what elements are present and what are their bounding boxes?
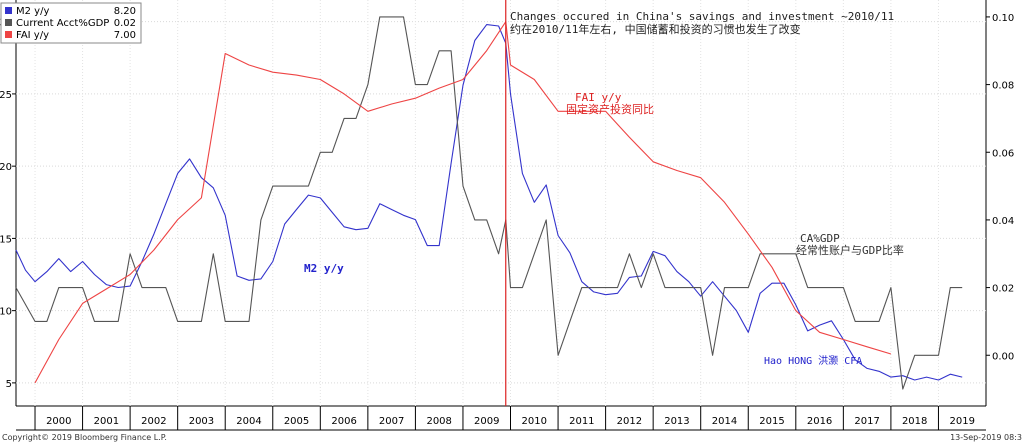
fai-label-chinese: 固定资产投资同比	[566, 102, 654, 116]
left-tick-label: 20	[0, 162, 12, 173]
x-tick-label: 2018	[902, 416, 927, 427]
x-tick-label: 2002	[141, 416, 166, 427]
author-label: Hao HONG 洪灏 CFA	[764, 355, 862, 367]
left-axis-ticks: 51015202530	[0, 18, 16, 390]
x-axis-ticks: 2000 2001 2002 2003 2004 2005 2006 2007 2008 2009…	[34, 406, 975, 430]
fai-label-english: FAI y/y	[575, 91, 622, 104]
legend-label-current-acct: Current Acct%GDP	[16, 18, 109, 29]
legend-value-fai: 7.00	[114, 30, 136, 41]
legend-box	[0, 2, 142, 44]
x-tick-label: 2010	[522, 416, 547, 427]
legend-value-current-acct: 0.02	[114, 18, 136, 29]
legend-value-m2: 8.20	[114, 6, 136, 17]
x-tick-label: 2014	[712, 416, 737, 427]
series-line-m2-y-y	[15, 24, 963, 381]
x-tick-label: 2012	[617, 416, 642, 427]
ca-label-english: CA%GDP	[800, 232, 840, 245]
x-tick-label: 2006	[331, 416, 356, 427]
right-tick-label: 0.10	[992, 13, 1014, 24]
x-tick-label: 2011	[569, 416, 594, 427]
legend-label-m2: M2 y/y	[16, 6, 49, 17]
x-tick-label: 2019	[949, 416, 974, 427]
x-tick-label: 2001	[94, 416, 119, 427]
right-tick-label: 0.06	[992, 148, 1014, 159]
right-tick-label: 0.04	[992, 216, 1014, 227]
x-tick-label: 2008	[426, 416, 451, 427]
x-tick-label: 2013	[664, 416, 689, 427]
legend-swatch-m2	[5, 7, 12, 14]
right-axis-ticks: 0.00 0.02 0.04 0.06 0.08 0.10	[986, 13, 1014, 362]
x-tick-label: 2009	[474, 416, 499, 427]
right-tick-label: 0.08	[992, 81, 1014, 92]
series-lines	[15, 16, 963, 390]
x-tick-label: 2016	[807, 416, 832, 427]
x-tick-label: 2017	[854, 416, 879, 427]
x-tick-label: 2000	[46, 416, 71, 427]
legend: M2 y/y 8.20 Current Acct%GDP 0.02 FAI y/…	[0, 2, 142, 44]
legend-swatch-fai	[5, 31, 12, 38]
x-tick-label: 2003	[189, 416, 214, 427]
x-tick-label: 2005	[284, 416, 309, 427]
left-tick-label: 10	[0, 307, 12, 318]
legend-swatch-current-acct	[5, 19, 12, 26]
series-line-current-acct-gdp	[15, 16, 963, 390]
x-tick-label: 2015	[759, 416, 784, 427]
gridlines	[16, 0, 986, 406]
right-tick-label: 0.00	[992, 351, 1014, 362]
right-tick-label: 0.02	[992, 284, 1014, 295]
chart-title-chinese: 约在2010/11年左右, 中国储蓄和投资的习惯也发生了改变	[510, 22, 801, 36]
ca-label-chinese: 经常性账户与GDP比率	[796, 243, 904, 257]
x-tick-label: 2007	[379, 416, 404, 427]
x-tick-label: 2004	[236, 416, 261, 427]
date-stamp: 13-Sep-2019 08:3	[950, 433, 1022, 442]
series-line-fai-y-y	[34, 21, 892, 384]
m2-label: M2 y/y	[304, 262, 344, 275]
copyright-text: Copyright© 2019 Bloomberg Finance L.P.	[2, 433, 167, 442]
left-tick-label: 5	[6, 379, 12, 390]
left-tick-label: 25	[0, 90, 12, 101]
left-tick-label: 15	[0, 234, 12, 245]
legend-label-fai: FAI y/y	[16, 30, 49, 41]
chart-title-english: Changes occured in China's savings and i…	[510, 10, 894, 23]
